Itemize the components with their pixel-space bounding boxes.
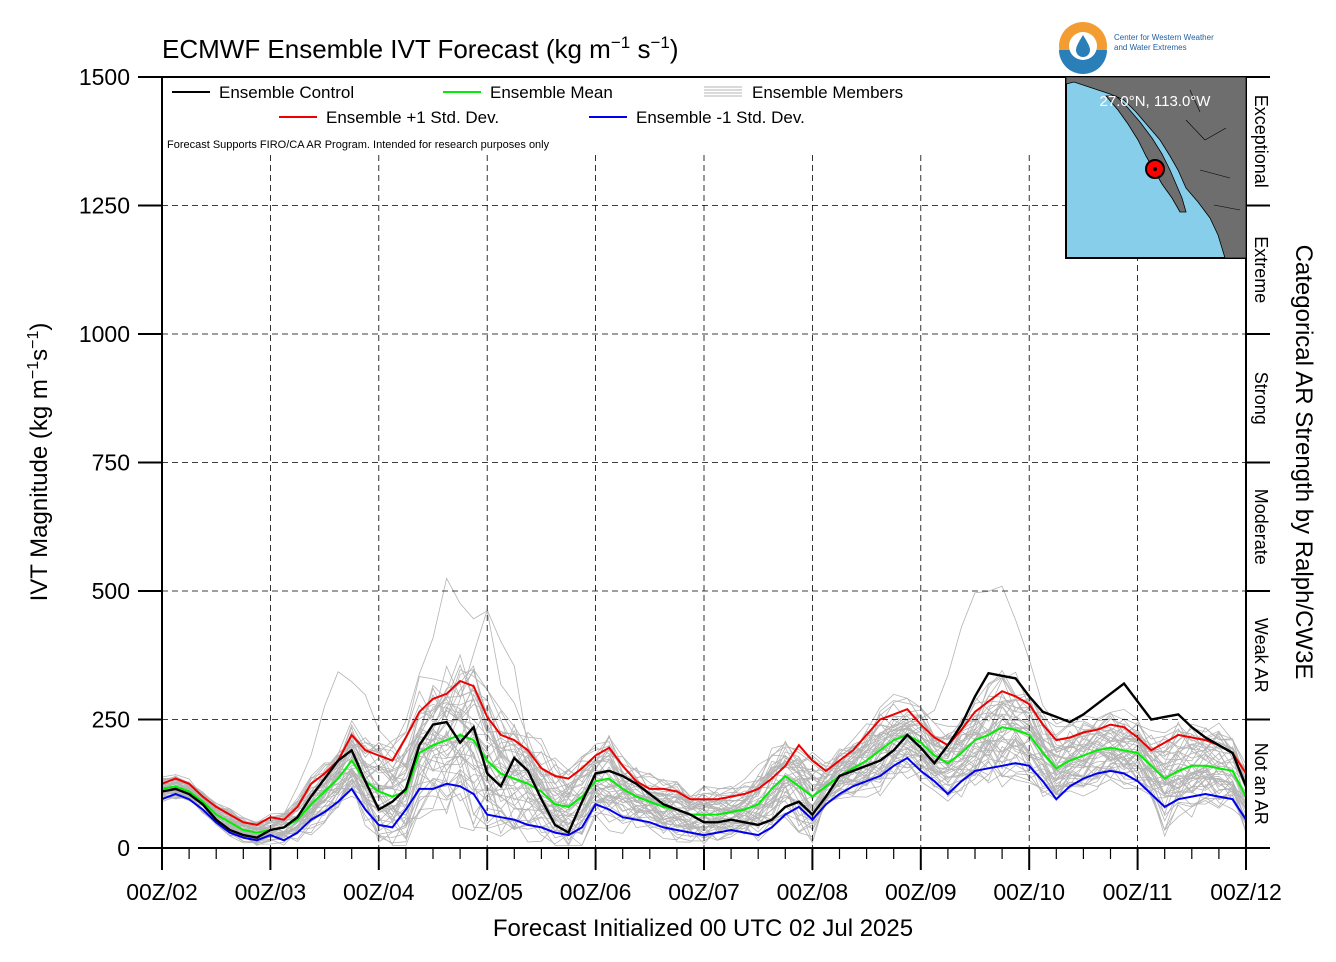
x-tick-label: 00Z/03 — [235, 879, 307, 905]
mean-line — [161, 726, 1247, 834]
y-tick-label: 500 — [92, 578, 130, 604]
inset-mainland — [1065, 76, 1247, 259]
minus-std-line — [161, 756, 1247, 842]
legend-label-members: Ensemble Members — [752, 83, 903, 102]
right-axis-label: Categorical AR Strength by Ralph/CW3E — [1290, 245, 1317, 680]
logo-text-line2: and Water Extremes — [1114, 43, 1187, 52]
legend: Ensemble Control Ensemble Mean Ensemble … — [167, 83, 903, 151]
x-tick-label: 00Z/04 — [343, 879, 415, 905]
y-axis-label: IVT Magnitude (kg m−1s−1) — [25, 323, 53, 602]
category-label: Strong — [1251, 372, 1271, 425]
y-tick-label: 750 — [92, 450, 130, 476]
logo-water-icon — [1059, 50, 1107, 74]
x-tick-label: 00Z/10 — [993, 879, 1065, 905]
category-label: Exceptional — [1251, 95, 1271, 188]
x-tick-label: 00Z/02 — [126, 879, 198, 905]
y-tick-label: 0 — [117, 835, 130, 861]
x-tick-label: 00Z/07 — [668, 879, 740, 905]
chart-title: ECMWF Ensemble IVT Forecast (kg m−1 s−1) — [162, 33, 679, 64]
ticks: 0 250 500 750 1000 1250 1500 00Z/02 00Z/03 00Z/04… — [79, 64, 1282, 905]
x-tick-label: 00Z/11 — [1103, 879, 1173, 905]
y-tick-label: 1500 — [79, 64, 130, 90]
legend-label-control: Ensemble Control — [219, 83, 354, 102]
x-tick-label: 00Z/06 — [560, 879, 632, 905]
legend-label-mean: Ensemble Mean — [490, 83, 613, 102]
location-marker-center — [1153, 167, 1157, 171]
research-note: Forecast Supports FIRO/CA AR Program. In… — [167, 139, 550, 151]
series-lines — [161, 671, 1248, 842]
ensemble-member-line — [161, 734, 1247, 839]
inset-baja-peninsula — [1105, 95, 1187, 213]
y-tick-label: 1250 — [79, 193, 130, 219]
legend-label-plus-std: Ensemble +1 Std. Dev. — [326, 108, 499, 127]
logo-text-line1: Center for Western Weather — [1114, 33, 1214, 42]
ensemble-member-line — [161, 702, 1247, 831]
category-label: Not an AR — [1251, 743, 1271, 825]
y-tick-label: 1000 — [79, 321, 130, 347]
inset-location-label: 27.0°N, 113.0°W — [1100, 93, 1212, 110]
x-tick-label: 00Z/09 — [885, 879, 957, 905]
category-label: Extreme — [1251, 236, 1271, 303]
x-tick-label: 00Z/08 — [777, 879, 849, 905]
x-axis-label: Forecast Initialized 00 UTC 02 Jul 2025 — [493, 915, 913, 942]
inset-state-borders — [1185, 89, 1241, 211]
logo-drop-icon — [1076, 35, 1090, 57]
category-label: Weak AR — [1251, 618, 1271, 693]
plus-std-line — [161, 679, 1247, 826]
cw3e-logo: Center for Western Weather and Water Ext… — [1059, 22, 1214, 74]
legend-label-minus-std: Ensemble -1 Std. Dev. — [636, 108, 805, 127]
x-tick-label: 00Z/12 — [1210, 879, 1282, 905]
control-line — [161, 671, 1248, 839]
y-tick-label: 250 — [92, 707, 130, 733]
x-tick-label: 00Z/05 — [451, 879, 523, 905]
category-label: Moderate — [1251, 489, 1271, 565]
ensemble-member-line — [161, 747, 1247, 845]
legend-swatch-members — [704, 86, 742, 97]
inset-map: 27.0°N, 113.0°W — [1065, 76, 1247, 259]
ensemble-member-line — [161, 686, 1247, 823]
